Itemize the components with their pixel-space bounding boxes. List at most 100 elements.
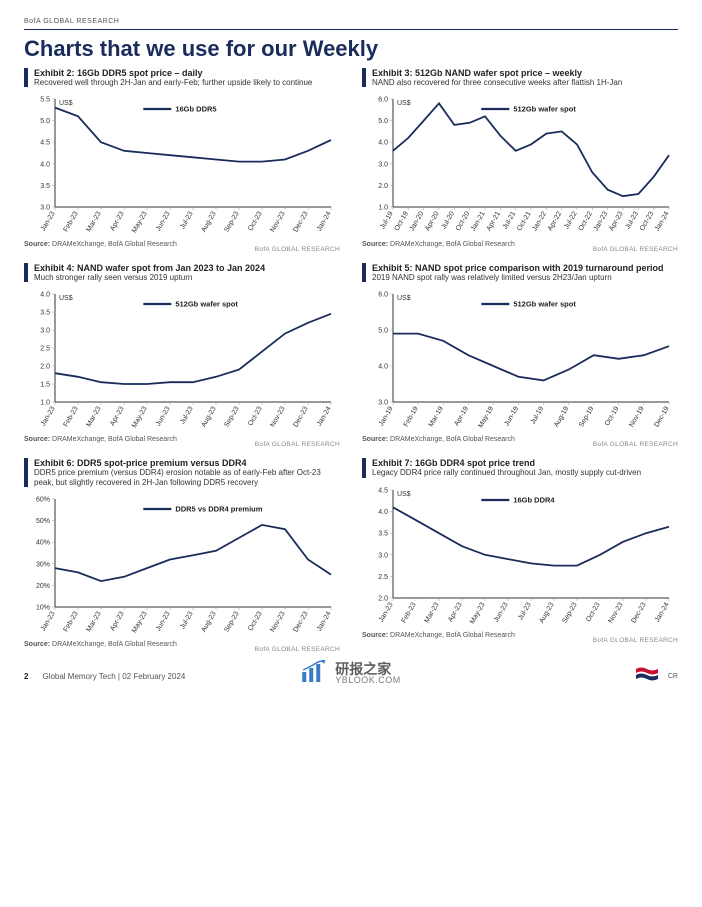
exhibit-header: Exhibit 2: 16Gb DDR5 spot price – daily … [24,68,340,87]
svg-text:May-23: May-23 [131,211,149,235]
svg-text:Mar-23: Mar-23 [86,406,103,429]
svg-text:Jan-23: Jan-23 [593,211,610,233]
svg-text:US$: US$ [59,100,73,107]
svg-text:10%: 10% [36,604,50,611]
charts-grid: Exhibit 2: 16Gb DDR5 spot price – daily … [24,68,678,653]
svg-text:Jan-24: Jan-24 [316,610,333,632]
exhibit-2: Exhibit 2: 16Gb DDR5 spot price – daily … [24,68,340,253]
svg-text:Jun-23: Jun-23 [155,211,172,233]
svg-text:Jul-23: Jul-23 [179,610,195,630]
svg-text:Sep-19: Sep-19 [578,406,595,429]
page-number: 2 [24,672,28,681]
svg-text:Mar-19: Mar-19 [428,406,445,429]
exhibit-5: Exhibit 5: NAND spot price comparison wi… [362,263,678,448]
svg-text:Dec-23: Dec-23 [292,610,309,633]
exhibit-subtitle: Legacy DDR4 price rally continued throug… [372,468,678,477]
exhibit-header: Exhibit 6: DDR5 spot-price premium versu… [24,458,340,486]
svg-text:Jan-23: Jan-23 [378,601,395,623]
svg-text:Dec-23: Dec-23 [292,406,309,429]
watermark-bars-icon [301,660,329,688]
svg-text:Mar-23: Mar-23 [86,211,103,234]
exhibit-6: Exhibit 6: DDR5 spot-price premium versu… [24,458,340,652]
line-chart: 1.01.52.02.53.03.54.0 Jan-23Feb-23Mar-23… [24,286,340,436]
line-chart: 1.02.03.04.05.06.0 Jul-19Oct-19Jan-20Apr… [362,91,678,241]
exhibit-title: Exhibit 6: DDR5 spot-price premium versu… [34,458,340,468]
svg-text:5.0: 5.0 [40,118,50,125]
svg-text:2.0: 2.0 [378,595,388,602]
svg-text:Apr-23: Apr-23 [109,211,126,233]
svg-text:Jul-21: Jul-21 [502,211,518,231]
svg-text:6.0: 6.0 [378,97,388,104]
svg-text:Sep-23: Sep-23 [223,406,240,429]
svg-text:Sep-23: Sep-23 [561,601,578,624]
svg-text:4.0: 4.0 [40,161,50,168]
line-chart: 2.02.53.03.54.04.5 Jan-23Feb-23Mar-23Apr… [362,482,678,632]
svg-text:Jul-23: Jul-23 [179,211,195,231]
svg-text:Oct-23: Oct-23 [247,610,264,632]
exhibit-3: Exhibit 3: 512Gb NAND wafer spot price –… [362,68,678,253]
svg-text:Dec-23: Dec-23 [292,211,309,234]
line-chart: 3.03.54.04.55.05.5 Jan-23Feb-23Mar-23Apr… [24,91,340,241]
svg-text:Jan-20: Jan-20 [409,211,426,233]
svg-text:512Gb wafer spot: 512Gb wafer spot [513,105,576,114]
svg-text:Jul-19: Jul-19 [379,211,395,231]
svg-text:16Gb DDR4: 16Gb DDR4 [513,495,555,504]
svg-text:Oct-19: Oct-19 [604,406,621,428]
line-chart: 10%20%30%40%50%60% Jan-23Feb-23Mar-23Apr… [24,491,340,641]
svg-text:512Gb wafer spot: 512Gb wafer spot [175,300,238,309]
svg-text:Oct-23: Oct-23 [247,211,264,233]
svg-text:Jun-19: Jun-19 [503,406,520,428]
svg-text:Apr-20: Apr-20 [424,211,441,233]
svg-text:Mar-23: Mar-23 [86,610,103,633]
svg-text:1.0: 1.0 [378,205,388,212]
svg-text:Feb-23: Feb-23 [63,610,80,633]
svg-text:Apr-23: Apr-23 [109,406,126,428]
svg-text:May-19: May-19 [477,406,495,430]
svg-text:3.0: 3.0 [40,328,50,335]
svg-text:May-23: May-23 [131,610,149,634]
svg-text:Nov-23: Nov-23 [607,601,624,624]
svg-text:1.0: 1.0 [40,400,50,407]
svg-text:Jan-24: Jan-24 [316,211,333,233]
svg-text:512Gb wafer spot: 512Gb wafer spot [513,300,576,309]
svg-text:Apr-23: Apr-23 [109,610,126,632]
brand-header: BofA GLOBAL RESEARCH [24,18,678,30]
svg-text:16Gb DDR5: 16Gb DDR5 [175,105,216,114]
svg-text:3.5: 3.5 [40,183,50,190]
svg-text:Sep-23: Sep-23 [223,610,240,633]
svg-text:Jan-23: Jan-23 [40,211,57,233]
svg-text:DDR5 vs DDR4 premium: DDR5 vs DDR4 premium [175,504,262,513]
exhibit-title: Exhibit 5: NAND spot price comparison wi… [372,263,678,273]
exhibit-4: Exhibit 4: NAND wafer spot from Jan 2023… [24,263,340,448]
svg-text:Jan-23: Jan-23 [40,610,57,632]
exhibit-title: Exhibit 4: NAND wafer spot from Jan 2023… [34,263,340,273]
svg-text:Jul-23: Jul-23 [179,406,195,426]
svg-text:Oct-23: Oct-23 [585,601,602,623]
exhibit-header: Exhibit 4: NAND wafer spot from Jan 2023… [24,263,340,282]
exhibit-subtitle: Much stronger rally seen versus 2019 upt… [34,273,340,282]
bofa-flag-icon [636,667,658,686]
svg-text:3.5: 3.5 [40,310,50,317]
svg-text:Jul-19: Jul-19 [530,406,546,426]
svg-text:Nov-19: Nov-19 [628,406,645,429]
svg-text:Apr-22: Apr-22 [547,211,564,233]
svg-text:Jan-21: Jan-21 [470,211,487,233]
svg-text:Dec-23: Dec-23 [630,601,647,624]
exhibit-subtitle: NAND also recovered for three consecutiv… [372,78,678,87]
svg-text:May-23: May-23 [131,406,149,430]
svg-text:2.5: 2.5 [378,573,388,580]
exhibit-title: Exhibit 3: 512Gb NAND wafer spot price –… [372,68,678,78]
svg-text:US$: US$ [59,295,73,302]
svg-text:Aug-23: Aug-23 [538,601,555,624]
svg-text:Jul-20: Jul-20 [440,211,456,231]
svg-text:4.0: 4.0 [40,292,50,299]
svg-text:3.0: 3.0 [378,400,388,407]
svg-text:4.5: 4.5 [378,487,388,494]
svg-text:5.0: 5.0 [378,118,388,125]
watermark-title: 研报之家 [335,662,401,676]
svg-text:Sep-23: Sep-23 [223,211,240,234]
footer-doc-title: Global Memory Tech | 02 February 2024 [42,672,185,681]
svg-text:5.0: 5.0 [378,328,388,335]
svg-text:US$: US$ [397,295,411,302]
svg-text:2.0: 2.0 [40,364,50,371]
